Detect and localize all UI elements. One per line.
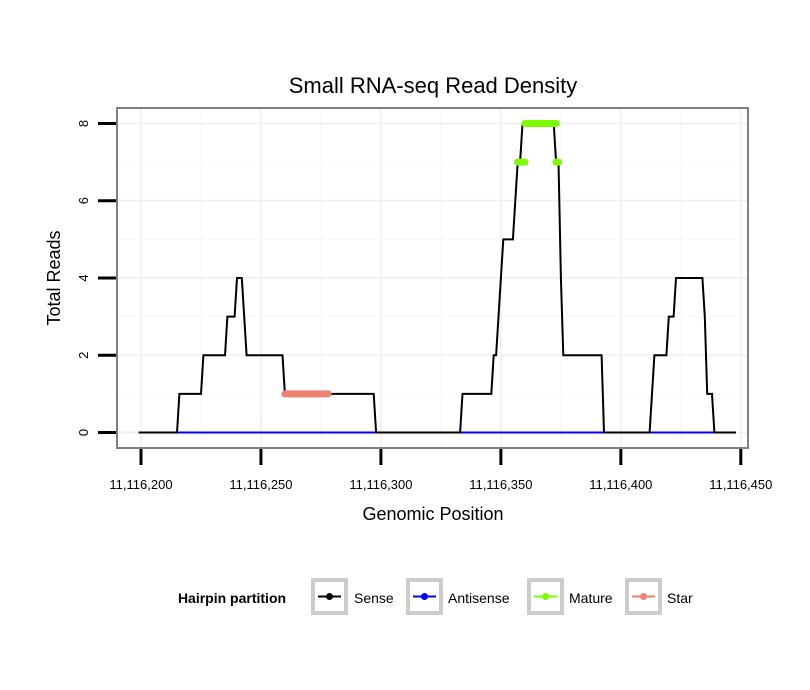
plot-border (116, 107, 749, 449)
x-tick-label: 11,116,400 (589, 477, 652, 492)
y-tick-label: 4 (76, 274, 91, 281)
x-tick-label: 11,116,250 (229, 477, 292, 492)
x-tick-label: 11,116,350 (469, 477, 532, 492)
legend-item-antisense: Antisense (406, 578, 510, 615)
y-tick-label: 6 (76, 197, 91, 204)
x-axis-title: Genomic Position (362, 504, 503, 524)
legend-key-dot (421, 593, 428, 600)
y-tick-label: 2 (76, 352, 91, 359)
series-layer (138, 120, 736, 434)
y-axis-title: Total Reads (44, 230, 64, 325)
x-tick-label: 11,116,300 (349, 477, 412, 492)
legend-label: Antisense (448, 590, 510, 606)
y-tick-label: 0 (76, 429, 91, 436)
legend-label: Sense (354, 590, 394, 606)
legend-key-dot (542, 593, 549, 600)
series-sense-line (138, 122, 736, 434)
legend: Hairpin partition Sense Antisense Mature St… (178, 578, 693, 615)
legend-title: Hairpin partition (178, 590, 286, 606)
axes: 11,116,200 11,116,250 11,116,300 11,116,350… (76, 120, 772, 492)
legend-item-star: Star (625, 578, 693, 615)
legend-label: Mature (569, 590, 613, 606)
x-tick-label: 11,116,200 (109, 477, 172, 492)
legend-key-dot (640, 593, 647, 600)
legend-key-dot (326, 593, 333, 600)
legend-label: Star (667, 590, 693, 606)
x-tick-label: 11,116,450 (709, 477, 772, 492)
legend-item-mature: Mature (527, 578, 613, 615)
y-tick-label: 8 (76, 120, 91, 127)
chart-title: Small RNA-seq Read Density (289, 73, 578, 98)
legend-item-sense: Sense (311, 578, 394, 615)
